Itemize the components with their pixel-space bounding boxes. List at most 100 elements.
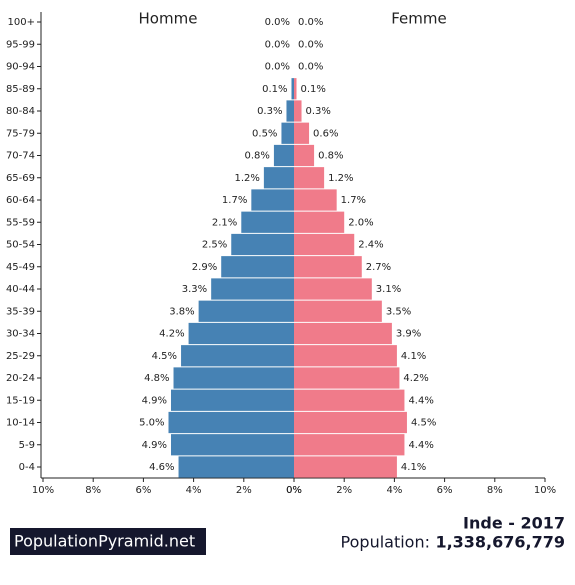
population-label: Population: — [341, 533, 430, 552]
value-label: 4.6% — [149, 462, 174, 473]
value-label: 2.1% — [212, 217, 237, 228]
x-tick-label: 4% — [386, 485, 402, 496]
bar — [294, 233, 355, 256]
bar — [231, 233, 294, 256]
value-label: 0.0% — [298, 17, 323, 28]
x-tick-label: 2% — [336, 485, 352, 496]
bar — [294, 367, 400, 389]
x-tick-label: 10% — [32, 485, 54, 496]
x-tick-label: 6% — [437, 485, 453, 496]
y-tick-label: 15-19 — [6, 395, 35, 406]
value-label: 3.1% — [376, 284, 401, 295]
value-label: 4.1% — [401, 351, 426, 362]
value-label: 0.1% — [301, 84, 326, 95]
value-label: 0.0% — [265, 62, 290, 73]
value-label: 1.7% — [222, 195, 247, 206]
value-label: 0.0% — [298, 39, 323, 50]
bar — [168, 411, 294, 434]
value-label: 3.3% — [182, 284, 207, 295]
value-label: 0.3% — [306, 106, 331, 117]
value-label: 4.5% — [152, 351, 177, 362]
y-tick-label: 70-74 — [6, 151, 35, 162]
x-tick-label: 8% — [85, 485, 101, 496]
value-label: 4.9% — [142, 395, 167, 406]
value-label: 3.5% — [386, 306, 411, 317]
bar — [294, 434, 405, 456]
x-tick-label: 0% — [286, 485, 302, 496]
y-tick-label: 25-29 — [6, 351, 35, 362]
x-tick-label: 10% — [534, 485, 556, 496]
bar — [294, 389, 405, 411]
bar — [294, 167, 325, 189]
value-label: 0.8% — [318, 151, 343, 162]
value-label: 2.0% — [348, 217, 373, 228]
y-tick-label: 95-99 — [6, 39, 35, 50]
series-title: Homme — [139, 10, 198, 28]
bar — [178, 456, 294, 478]
y-tick-label: 40-44 — [6, 284, 35, 295]
bar — [171, 389, 294, 411]
bar — [294, 411, 407, 434]
country-year: Inde - 2017 — [463, 514, 565, 533]
series-title: Femme — [391, 10, 447, 28]
value-label: 1.2% — [234, 173, 259, 184]
bar — [171, 434, 294, 456]
value-label: 0.0% — [298, 62, 323, 73]
value-label: 1.7% — [341, 195, 366, 206]
value-label: 5.0% — [139, 418, 164, 429]
bar — [273, 144, 294, 167]
value-label: 0.0% — [265, 17, 290, 28]
y-tick-label: 5-9 — [19, 440, 35, 451]
y-tick-label: 30-34 — [6, 329, 35, 340]
bar — [173, 367, 294, 389]
value-label: 4.9% — [142, 440, 167, 451]
y-tick-label: 85-89 — [6, 84, 35, 95]
bar — [221, 256, 294, 278]
bar — [294, 122, 310, 144]
bar — [294, 456, 397, 478]
bar — [294, 322, 392, 345]
bar — [294, 256, 362, 278]
value-label: 4.4% — [408, 395, 433, 406]
value-label: 2.5% — [202, 240, 227, 251]
x-tick-label: 8% — [487, 485, 503, 496]
y-tick-label: 75-79 — [6, 128, 35, 139]
y-tick-label: 20-24 — [6, 373, 35, 384]
bar — [181, 345, 294, 367]
y-tick-label: 100+ — [8, 17, 35, 28]
value-label: 4.4% — [408, 440, 433, 451]
bar — [291, 78, 294, 100]
bar — [211, 278, 294, 300]
value-label: 0.8% — [245, 151, 270, 162]
bar — [294, 345, 397, 367]
bar — [294, 211, 345, 233]
bar — [198, 300, 294, 322]
x-tick-label: 4% — [186, 485, 202, 496]
value-label: 2.4% — [358, 240, 383, 251]
value-label: 4.2% — [403, 373, 428, 384]
value-label: 0.3% — [257, 106, 282, 117]
y-tick-label: 90-94 — [6, 62, 35, 73]
y-tick-label: 80-84 — [6, 106, 35, 117]
x-tick-label: 0% — [286, 485, 302, 496]
bar — [251, 189, 294, 211]
value-label: 3.9% — [396, 329, 421, 340]
value-label: 1.2% — [328, 173, 353, 184]
y-tick-label: 0-4 — [19, 462, 35, 473]
y-tick-label: 35-39 — [6, 306, 35, 317]
bar — [241, 211, 294, 233]
bar — [294, 278, 372, 300]
y-tick-label: 45-49 — [6, 262, 35, 273]
bar — [294, 100, 302, 122]
bar — [281, 122, 294, 144]
value-label: 4.8% — [144, 373, 169, 384]
y-tick-label: 65-69 — [6, 173, 35, 184]
bar — [188, 322, 294, 345]
y-tick-label: 60-64 — [6, 195, 35, 206]
value-label: 2.9% — [192, 262, 217, 273]
bar — [294, 300, 382, 322]
bar — [294, 144, 315, 167]
bar — [294, 189, 337, 211]
x-tick-label: 6% — [135, 485, 151, 496]
